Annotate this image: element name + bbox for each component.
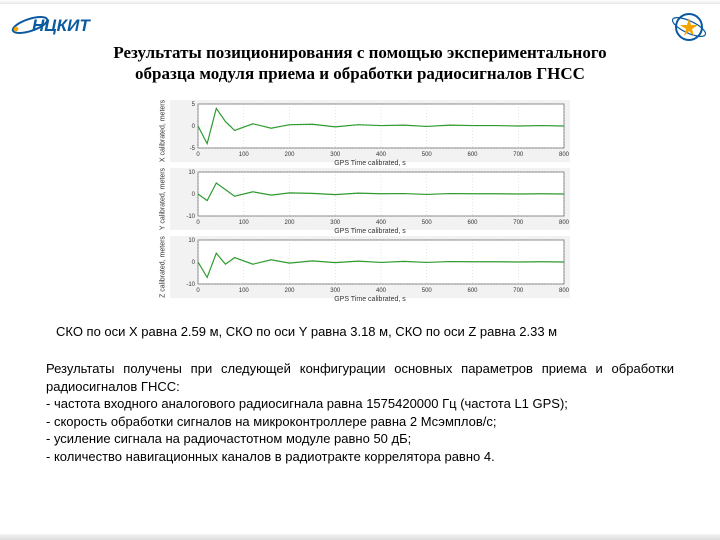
svg-text:100: 100: [239, 288, 250, 294]
svg-text:200: 200: [284, 288, 295, 294]
top-bar: [0, 0, 720, 4]
svg-text:200: 200: [284, 220, 295, 226]
svg-text:500: 500: [422, 152, 433, 158]
title-line1: Результаты позиционирования с помощью эк…: [113, 43, 606, 62]
svg-text:700: 700: [513, 288, 524, 294]
sko-summary: СКО по оси X равна 2.59 м, СКО по оси Y …: [56, 324, 664, 339]
svg-text:600: 600: [467, 152, 478, 158]
config-bullets: частота входного аналогового радиосигнал…: [46, 395, 674, 465]
svg-text:100: 100: [239, 220, 250, 226]
svg-text:-10: -10: [186, 282, 195, 288]
svg-text:10: 10: [188, 170, 195, 176]
config-bullet: частота входного аналогового радиосигнал…: [46, 395, 674, 413]
chart-panel: Y calibrated, meters01002003004005006007…: [170, 168, 570, 230]
svg-text:100: 100: [239, 152, 250, 158]
svg-text:НЦКИТ: НЦКИТ: [32, 16, 91, 35]
svg-text:700: 700: [513, 220, 524, 226]
svg-text:300: 300: [330, 220, 341, 226]
logo-right: [668, 6, 710, 53]
title-line2: образца модуля приема и обработки радиос…: [135, 64, 585, 83]
y-axis-label: Y calibrated, meters: [160, 168, 167, 230]
svg-text:300: 300: [330, 152, 341, 158]
svg-text:200: 200: [284, 152, 295, 158]
y-axis-label: X calibrated, meters: [160, 100, 167, 162]
svg-text:700: 700: [513, 152, 524, 158]
slide-title: Результаты позиционирования с помощью эк…: [60, 42, 660, 85]
svg-text:400: 400: [376, 220, 387, 226]
body-intro: Результаты получены при следующей конфиг…: [46, 360, 674, 395]
config-bullet: скорость обработки сигналов на микроконт…: [46, 413, 674, 431]
y-axis-label: Z calibrated, meters: [159, 236, 166, 298]
config-bullet: количество навигационных каналов в радио…: [46, 448, 674, 466]
svg-text:500: 500: [422, 288, 433, 294]
config-bullet: усиление сигнала на радиочастотном модул…: [46, 430, 674, 448]
chart-panel: Z calibrated, meters01002003004005006007…: [170, 236, 570, 298]
charts-figure: X calibrated, meters01002003004005006007…: [170, 100, 570, 304]
body-text: Результаты получены при следующей конфиг…: [46, 360, 674, 465]
svg-text:800: 800: [559, 152, 570, 158]
svg-text:10: 10: [188, 238, 195, 244]
footer-bar: [0, 534, 720, 540]
svg-text:-10: -10: [186, 214, 195, 220]
svg-text:800: 800: [559, 220, 570, 226]
svg-text:500: 500: [422, 220, 433, 226]
svg-text:600: 600: [467, 220, 478, 226]
svg-text:300: 300: [330, 288, 341, 294]
svg-text:800: 800: [559, 288, 570, 294]
svg-text:400: 400: [376, 152, 387, 158]
svg-text:-5: -5: [190, 146, 196, 152]
chart-panel: X calibrated, meters01002003004005006007…: [170, 100, 570, 162]
svg-text:400: 400: [376, 288, 387, 294]
svg-text:600: 600: [467, 288, 478, 294]
